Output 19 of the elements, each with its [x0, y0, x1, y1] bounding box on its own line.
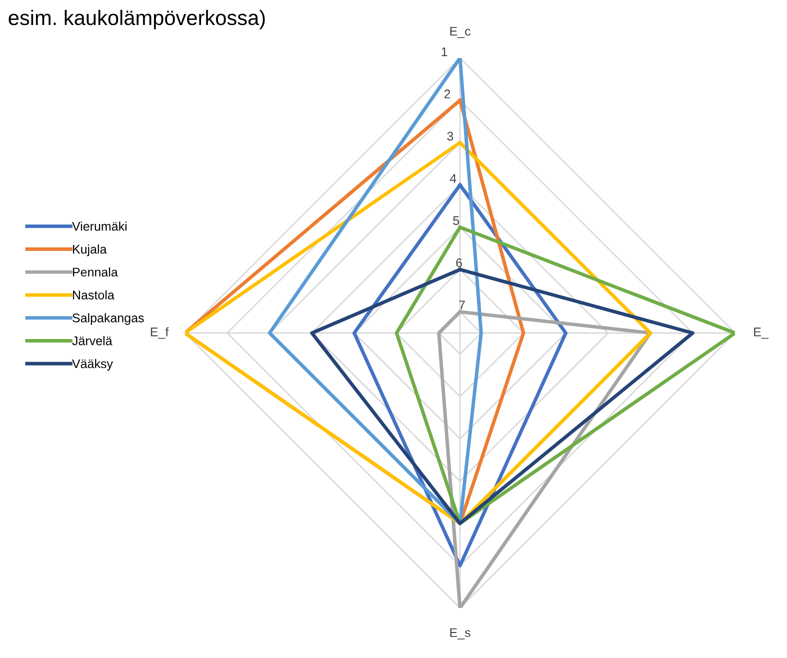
- spoke-label: E_: [754, 328, 768, 339]
- y-tick-label: 2: [444, 90, 450, 98]
- text: esim. kaukolämpöverkossa): [8, 10, 265, 30]
- y-tick-label: 7: [459, 300, 465, 310]
- y-tick-label: 3: [447, 132, 454, 141]
- legend-label: Salpakangas: [72, 313, 144, 325]
- spoke-label: E_c: [450, 26, 470, 38]
- legend-label: Pennala: [73, 267, 118, 277]
- legend-label: Kujala: [73, 244, 107, 256]
- spoke-label: E_f: [150, 327, 169, 339]
- y-tick-label: 4: [450, 174, 456, 183]
- legend-label: Järvelä: [72, 336, 112, 346]
- y-tick-label: 1: [442, 47, 448, 56]
- legend-label: Vierumäki: [72, 222, 126, 231]
- spoke-label: E_s: [450, 628, 470, 640]
- y-tick-label: 5: [453, 216, 460, 226]
- y-tick-label: 6: [456, 258, 462, 268]
- legend-label: Vääksy: [72, 358, 113, 371]
- legend-label: Nastola: [73, 290, 114, 300]
